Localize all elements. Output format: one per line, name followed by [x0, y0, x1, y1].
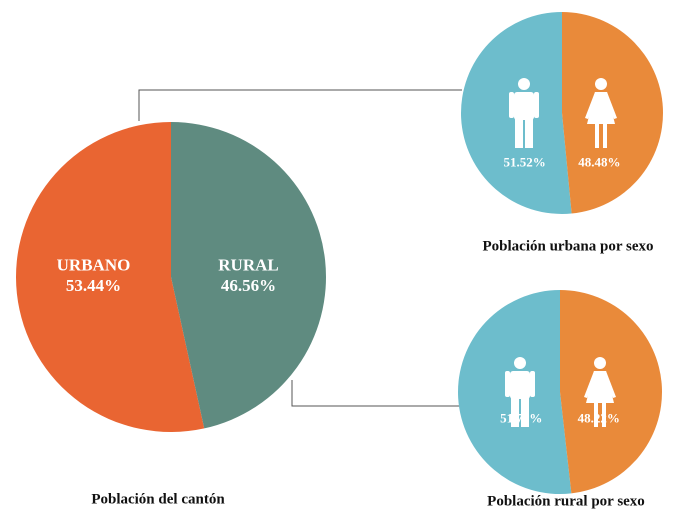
slice-value: 48.48%: [578, 154, 620, 169]
slice-category: URBANO: [57, 256, 131, 275]
chart-title: Población urbana por sexo: [483, 238, 654, 254]
icons: [505, 78, 617, 427]
slice-value: 51.52%: [504, 154, 546, 169]
male-icon: [505, 357, 535, 427]
slice-value: 46.56%: [221, 276, 276, 295]
connector: [138, 89, 462, 121]
chart-title: Población rural por sexo: [487, 493, 645, 509]
female-icon: [585, 78, 617, 148]
slice-value: 48.22%: [578, 411, 620, 426]
male-icon: [509, 78, 539, 148]
slice-category: RURAL: [218, 256, 278, 275]
female-icon: [584, 357, 616, 427]
slice-value: 51.78%: [500, 411, 542, 426]
connector: [291, 380, 461, 407]
chart-title: Población del cantón: [91, 491, 225, 507]
slice-value: 53.44%: [66, 276, 121, 295]
pie-slice: [16, 122, 205, 432]
pie-slice: [171, 122, 327, 429]
